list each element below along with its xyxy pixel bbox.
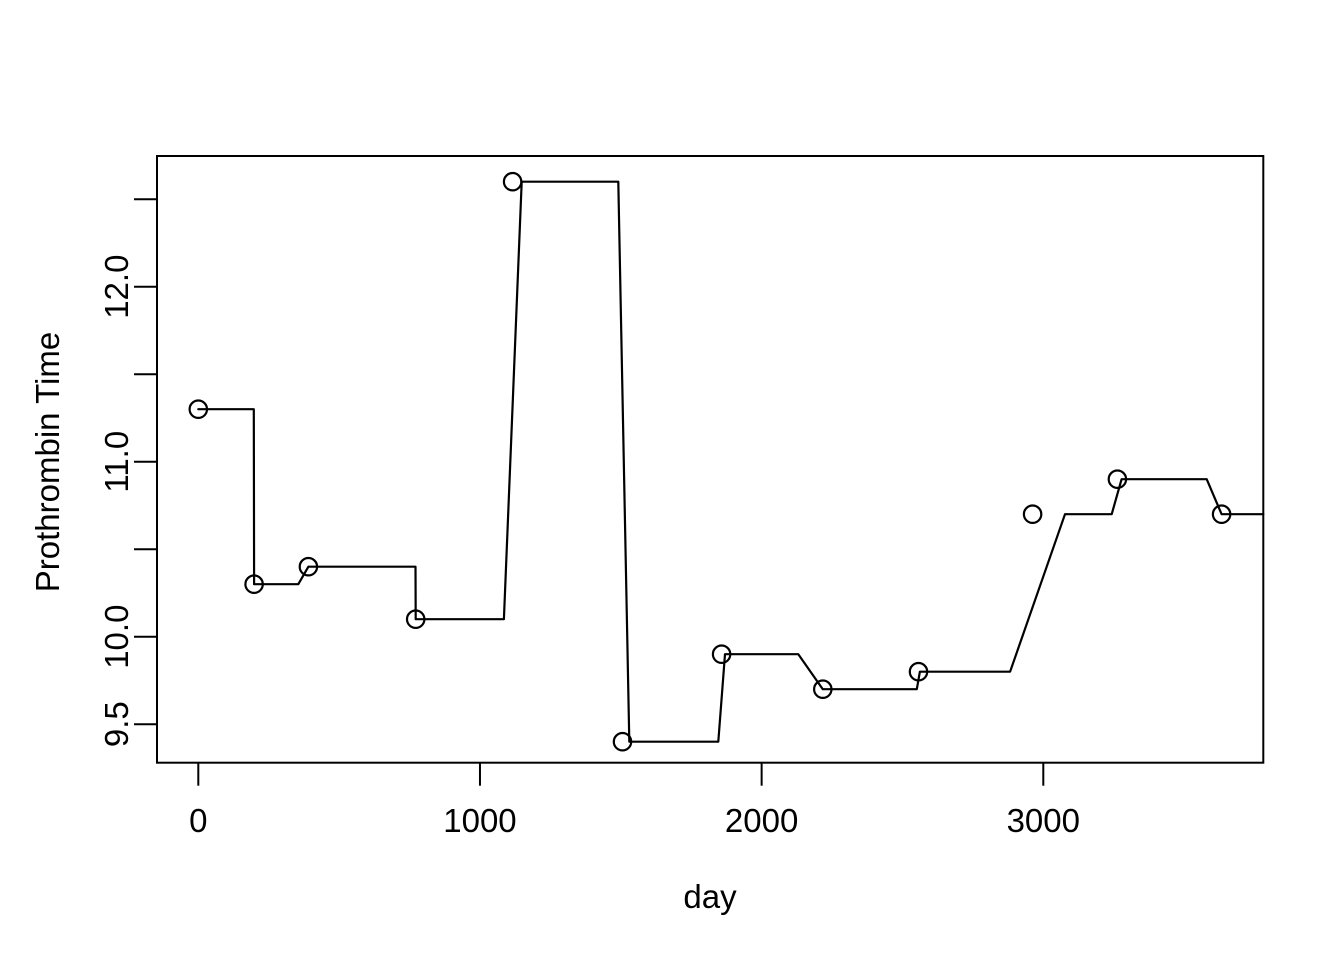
data-point-marker bbox=[298, 556, 319, 577]
x-axis-title: day bbox=[683, 878, 737, 915]
data-point-marker bbox=[612, 731, 633, 752]
data-point-marker bbox=[908, 661, 929, 682]
data-point-marker bbox=[244, 574, 264, 594]
x-axis-tick-labels: 0 1000 2000 3000 bbox=[189, 802, 1080, 839]
x-tick-label: 3000 bbox=[1007, 802, 1080, 839]
x-tick-label: 1000 bbox=[443, 802, 516, 839]
data-points bbox=[188, 171, 1232, 752]
x-tick-label: 2000 bbox=[725, 802, 798, 839]
data-point-marker bbox=[188, 399, 209, 419]
x-axis-ticks bbox=[197, 762, 1045, 786]
y-tick-label: 12.0 bbox=[98, 255, 135, 319]
data-point-marker bbox=[1022, 504, 1043, 524]
x-tick-label: 0 bbox=[189, 802, 207, 839]
data-point-marker bbox=[405, 609, 426, 629]
data-point-marker bbox=[1107, 469, 1128, 489]
y-tick-label: 10.0 bbox=[98, 605, 135, 669]
data-point-marker bbox=[502, 171, 523, 192]
data-point-marker bbox=[812, 679, 833, 699]
y-axis-ticks bbox=[134, 198, 157, 726]
step-line bbox=[197, 180, 1265, 743]
y-axis-title: Prothrombin Time bbox=[29, 332, 66, 592]
y-tick-label: 9.5 bbox=[98, 701, 135, 747]
y-tick-label: 11.0 bbox=[98, 431, 135, 493]
plot-frame bbox=[156, 155, 1265, 764]
data-point-marker bbox=[1211, 504, 1232, 524]
data-point-marker bbox=[711, 644, 732, 664]
y-axis-tick-labels: 9.5 10.0 11.0 12.0 bbox=[98, 255, 135, 748]
